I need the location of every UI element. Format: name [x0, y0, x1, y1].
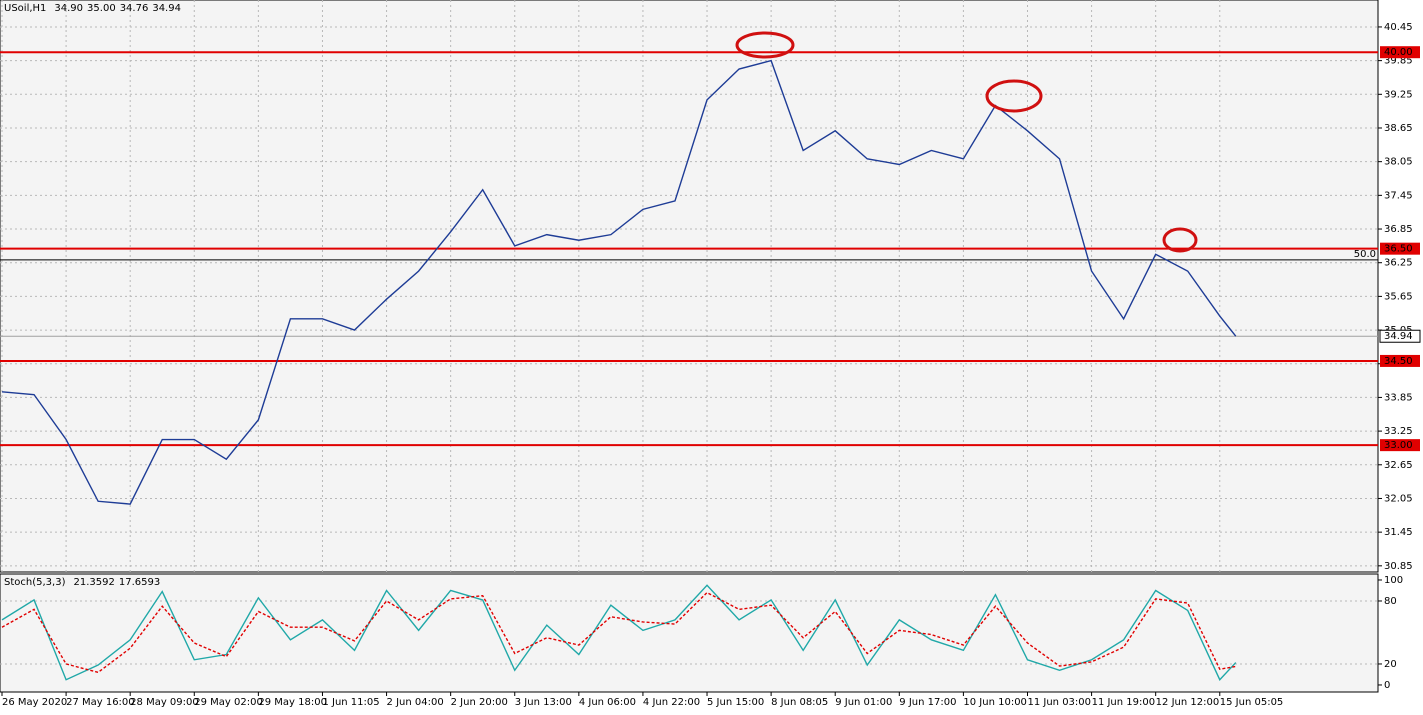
x-tick-label: 12 Jun 12:00	[1156, 697, 1220, 708]
highlight-ellipse	[735, 31, 795, 59]
y-tick-label: 37.45	[1384, 190, 1413, 201]
level-label: 36.50	[1384, 244, 1413, 255]
panel-value: 34.76	[120, 3, 149, 14]
y-tick-label: 38.05	[1384, 157, 1413, 168]
y-tick-label: 39.25	[1384, 89, 1413, 100]
y-tick-label: 36.25	[1384, 258, 1413, 269]
x-tick-label: 27 May 16:00	[66, 697, 135, 708]
last-price-label: 34.94	[1384, 331, 1413, 342]
y-tick-label: 36.85	[1384, 224, 1413, 235]
x-tick-label: 26 May 2020	[2, 697, 67, 708]
x-tick-label: 4 Jun 06:00	[579, 697, 636, 708]
x-tick-label: 4 Jun 22:00	[643, 697, 700, 708]
y-tick-label: 32.05	[1384, 493, 1413, 504]
panel-value: 34.90	[54, 3, 83, 14]
y-tick-label: 32.65	[1384, 460, 1413, 471]
y-tick-label: 80	[1384, 596, 1397, 607]
level-label-box	[1380, 242, 1420, 255]
x-tick-label: 11 Jun 03:00	[1027, 697, 1091, 708]
series-line	[1, 584, 1237, 681]
x-tick-label: 10 Jun 10:00	[963, 697, 1027, 708]
panel-value: 35.00	[87, 3, 116, 14]
x-tick-label: 5 Jun 15:00	[707, 697, 764, 708]
x-tick-label: 1 Jun 11:05	[322, 697, 379, 708]
highlight-ellipse	[1162, 227, 1198, 253]
highlight-ellipse	[985, 79, 1043, 113]
last-price-box	[1379, 329, 1421, 343]
y-tick-label: 30.85	[1384, 561, 1413, 572]
y-tick-label: 0	[1384, 680, 1390, 691]
x-tick-label: 2 Jun 20:00	[451, 697, 508, 708]
y-tick-label: 35.65	[1384, 291, 1413, 302]
panel-title: USoil,H1	[4, 3, 46, 14]
level-label: 40.00	[1384, 47, 1413, 58]
series-line	[1, 591, 1236, 674]
y-tick-label: 33.25	[1384, 426, 1413, 437]
panel-value: 34.94	[152, 3, 181, 14]
x-tick-label: 15 Jun 05:05	[1220, 697, 1284, 708]
level-label: 50.0	[1354, 249, 1376, 260]
level-label-box	[1380, 46, 1420, 59]
x-tick-label: 9 Jun 17:00	[899, 697, 956, 708]
y-tick-label: 40.45	[1384, 22, 1413, 33]
y-tick-label: 20	[1384, 659, 1397, 670]
y-tick-label: 31.45	[1384, 527, 1413, 538]
series-line	[1, 59, 1237, 505]
panel-value: 17.6593	[119, 577, 160, 588]
x-tick-label: 29 May 02:00	[194, 697, 263, 708]
price-panel	[0, 0, 1379, 573]
level-label-box	[1380, 439, 1420, 452]
x-tick-label: 9 Jun 01:00	[835, 697, 892, 708]
annotations	[735, 31, 1198, 253]
x-tick-label: 28 May 09:00	[130, 697, 199, 708]
panel-value: 21.3592	[73, 577, 114, 588]
x-tick-label: 2 Jun 04:00	[387, 697, 444, 708]
stoch-panel	[0, 573, 1379, 693]
panel-title: Stoch(5,3,3)	[4, 577, 66, 588]
level-label-box	[1380, 354, 1420, 367]
x-tick-label: 8 Jun 08:05	[771, 697, 828, 708]
level-label: 34.50	[1384, 356, 1413, 367]
y-tick-label: 100	[1384, 575, 1403, 586]
y-tick-label: 39.85	[1384, 56, 1413, 67]
x-tick-label: 3 Jun 13:00	[515, 697, 572, 708]
x-tick-label: 11 Jun 19:00	[1092, 697, 1156, 708]
y-tick-label: 33.85	[1384, 392, 1413, 403]
y-tick-label: 38.65	[1384, 123, 1413, 134]
level-label: 33.00	[1384, 440, 1413, 451]
x-tick-label: 29 May 18:00	[258, 697, 327, 708]
